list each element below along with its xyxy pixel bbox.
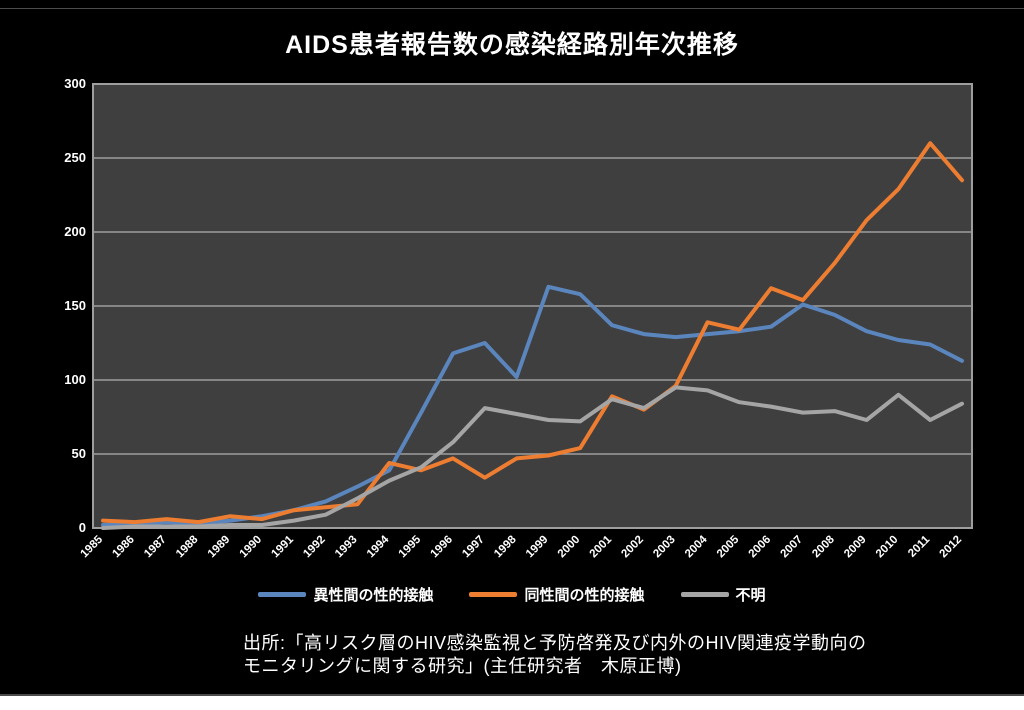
y-tick-label-0: 0 <box>78 520 86 535</box>
x-tick-label: 1995 <box>397 533 424 560</box>
x-tick-label: 1996 <box>429 534 456 561</box>
x-tick-label: 1987 <box>142 534 169 561</box>
legend-swatch-2 <box>680 592 729 597</box>
legend-label-0: 異性間の性的接触 <box>313 587 434 604</box>
plot-area: 1985 1986 1987 1988 1989 1990 1991 1992 1993 1994… <box>79 83 973 561</box>
x-tick-label: 2009 <box>842 534 869 561</box>
x-tick-label: 1999 <box>524 534 551 561</box>
series-line-2 <box>101 385 964 530</box>
source-note: 出所:「高リスク層のHIV感染監視と予防啓発及び内外のHIV関連疫学動向の モニ… <box>243 632 867 678</box>
x-tick-label: 2010 <box>874 534 901 561</box>
x-tick-label: 1988 <box>174 533 201 560</box>
x-tick-label: 2000 <box>556 534 583 561</box>
legend-label-1: 同性間の性的接触 <box>524 587 645 604</box>
x-tick-label: 1998 <box>492 533 519 560</box>
y-tick-label-50: 50 <box>71 446 86 461</box>
y-tick-label-300: 300 <box>64 76 86 91</box>
x-tick-label: 1986 <box>110 534 137 561</box>
x-tick-label: 1993 <box>333 534 360 561</box>
chart-title: AIDS患者報告数の感染経路別年次推移 <box>285 31 739 59</box>
legend-swatch-1 <box>469 592 518 597</box>
legend-swatch-0 <box>258 592 307 597</box>
x-tick-label: 2007 <box>778 534 805 561</box>
legend-label-2: 不明 <box>735 587 766 604</box>
y-tick-label-150: 150 <box>64 298 86 313</box>
legend-item-1: 同性間の性的接触 <box>469 584 645 605</box>
series-line-1 <box>101 141 964 525</box>
x-tick-label: 2008 <box>810 533 837 560</box>
x-tick-label: 2002 <box>619 534 646 561</box>
x-tick-label: 2001 <box>588 533 615 560</box>
x-tick-label: 2012 <box>938 534 965 561</box>
x-tick-label: 1991 <box>269 533 296 560</box>
x-tick-label: 1989 <box>206 534 233 561</box>
x-tick-label: 1994 <box>365 533 392 560</box>
top-border-line <box>0 8 1024 9</box>
y-tick-label-250: 250 <box>64 150 86 165</box>
x-tick-label: 2006 <box>747 534 774 561</box>
x-tick-label: 1985 <box>79 533 106 560</box>
chart-legend: 異性間の性的接触 同性間の性的接触 不明 <box>0 584 1024 605</box>
x-tick-label: 1990 <box>238 534 265 561</box>
source-line-1: 出所:「高リスク層のHIV感染監視と予防啓発及び内外のHIV関連疫学動向の <box>243 633 867 653</box>
x-tick-label: 2011 <box>906 533 933 560</box>
x-tick-label: 2004 <box>683 533 710 560</box>
x-tick-label: 1997 <box>460 534 487 561</box>
x-tick-label: 1992 <box>301 534 328 561</box>
source-line-2: モニタリングに関する研究」(主任研究者 木原正博) <box>243 656 682 676</box>
y-tick-label-100: 100 <box>64 372 86 387</box>
y-tick-label-200: 200 <box>64 224 86 239</box>
legend-item-2: 不明 <box>680 584 766 605</box>
plot-border <box>92 83 973 529</box>
x-tick-label: 2003 <box>651 534 678 561</box>
x-tick-label: 2005 <box>715 533 742 560</box>
legend-item-0: 異性間の性的接触 <box>258 584 433 605</box>
